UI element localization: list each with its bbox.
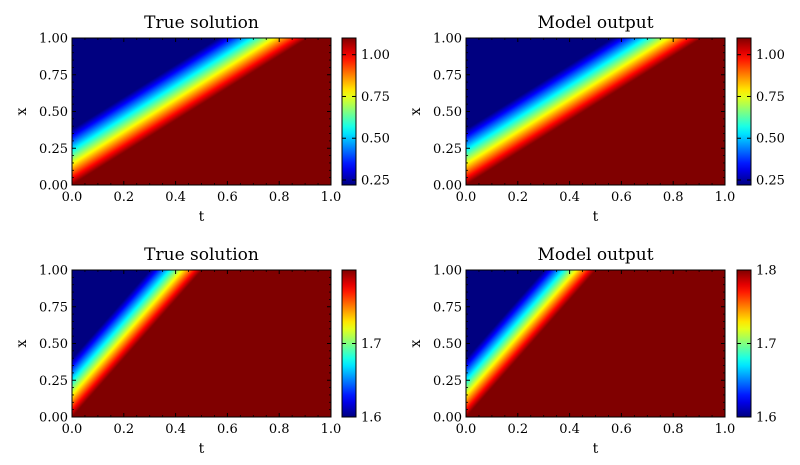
y-tick-label: 0.25 xyxy=(433,142,462,157)
chart-title: Model output xyxy=(537,245,653,265)
x-axis-label: t xyxy=(199,209,205,225)
y-axis-label: x xyxy=(14,339,30,347)
colorbar-tick-label: 1.6 xyxy=(756,411,777,426)
colorbar-tick-label: 1.00 xyxy=(361,48,390,63)
x-axis-label: t xyxy=(593,209,599,225)
x-tick-label: 1.0 xyxy=(715,422,736,437)
x-tick-label: 0.2 xyxy=(113,422,134,437)
x-tick-label: 0.2 xyxy=(113,190,134,205)
y-tick-label: 0.25 xyxy=(39,142,68,157)
x-tick-label: 0.4 xyxy=(165,190,186,205)
y-axis-label: x xyxy=(408,107,424,115)
heatmap-image xyxy=(72,38,331,185)
x-tick-label: 0.4 xyxy=(559,422,580,437)
colorbar-tick-label: 0.25 xyxy=(756,173,785,188)
x-tick-label: 0.8 xyxy=(269,190,290,205)
x-tick-label: 0.4 xyxy=(559,190,580,205)
colorbar xyxy=(341,37,357,186)
y-tick-label: 0.75 xyxy=(433,68,462,83)
chart-title: True solution xyxy=(144,13,259,33)
y-tick-label: 0.75 xyxy=(433,300,462,315)
heatmap-image xyxy=(72,270,331,417)
x-tick-label: 1.0 xyxy=(321,422,342,437)
y-tick-label: 0.75 xyxy=(39,68,68,83)
x-tick-label: 0.6 xyxy=(611,422,632,437)
heatmap-image xyxy=(466,270,725,417)
colorbar-tick-label: 0.25 xyxy=(361,173,390,188)
colorbar-tick-label: 0.50 xyxy=(756,132,785,147)
y-tick-label: 0.75 xyxy=(39,300,68,315)
x-tick-label: 0.0 xyxy=(456,190,477,205)
x-tick-label: 0.6 xyxy=(217,422,238,437)
panel-3: True solution 0.0 0.2 0.4 0.6 0.8 1.0 0.00 0.25 0… xyxy=(14,245,382,457)
y-tick-label: 0.00 xyxy=(39,179,68,194)
y-tick-label: 1.00 xyxy=(433,264,462,279)
y-tick-label: 0.25 xyxy=(433,374,462,389)
y-tick-label: 0.00 xyxy=(433,411,462,426)
x-axis-label: t xyxy=(593,441,599,457)
colorbar-tick-label: 1.8 xyxy=(756,264,777,279)
x-tick-label: 0.8 xyxy=(269,422,290,437)
colorbar-tick-label: 0.50 xyxy=(361,132,390,147)
colorbar-tick-label: 0.75 xyxy=(361,90,390,105)
x-tick-label: 0.2 xyxy=(507,422,528,437)
y-axis-label: x xyxy=(14,107,30,115)
panel-2: Model output 0.0 0.2 0.4 0.6 0.8 1.0 0.00 0.25 0.… xyxy=(408,13,785,225)
x-tick-label: 0.2 xyxy=(507,190,528,205)
chart-title: True solution xyxy=(144,245,259,265)
y-tick-label: 0.50 xyxy=(39,105,68,120)
y-tick-label: 0.50 xyxy=(433,105,462,120)
colorbar xyxy=(736,37,752,186)
x-tick-label: 0.0 xyxy=(456,422,477,437)
colorbar-tick-label: 1.00 xyxy=(756,48,785,63)
panel-4: Model output 0.0 0.2 0.4 0.6 0.8 1.0 0.00 0.25 0.… xyxy=(408,245,777,457)
heatmap-image xyxy=(466,38,725,185)
chart-title: Model output xyxy=(537,13,653,33)
x-tick-label: 0.8 xyxy=(663,190,684,205)
x-tick-label: 0.6 xyxy=(611,190,632,205)
y-tick-label: 0.25 xyxy=(39,374,68,389)
y-tick-label: 1.00 xyxy=(39,32,68,47)
y-tick-label: 0.50 xyxy=(39,337,68,352)
y-tick-label: 0.00 xyxy=(433,179,462,194)
x-tick-label: 0.8 xyxy=(663,422,684,437)
x-axis-label: t xyxy=(199,441,205,457)
x-tick-label: 0.6 xyxy=(217,190,238,205)
y-axis-label: x xyxy=(408,339,424,347)
x-tick-label: 0.4 xyxy=(165,422,186,437)
y-tick-label: 0.00 xyxy=(39,411,68,426)
y-tick-label: 1.00 xyxy=(433,32,462,47)
x-tick-label: 1.0 xyxy=(321,190,342,205)
x-tick-label: 0.0 xyxy=(62,190,83,205)
x-tick-label: 0.0 xyxy=(62,422,83,437)
x-tick-label: 1.0 xyxy=(715,190,736,205)
panel-1: True solution 0.0 0.2 0.4 0.6 0.8 1.0 0.00 0.25 0… xyxy=(14,13,390,225)
colorbar-tick-label: 0.75 xyxy=(756,90,785,105)
y-tick-label: 0.50 xyxy=(433,337,462,352)
colorbar-tick-label: 1.7 xyxy=(756,337,777,352)
colorbar-tick-label: 1.7 xyxy=(361,337,382,352)
colorbar-tick-label: 1.6 xyxy=(361,411,382,426)
y-tick-label: 1.00 xyxy=(39,264,68,279)
